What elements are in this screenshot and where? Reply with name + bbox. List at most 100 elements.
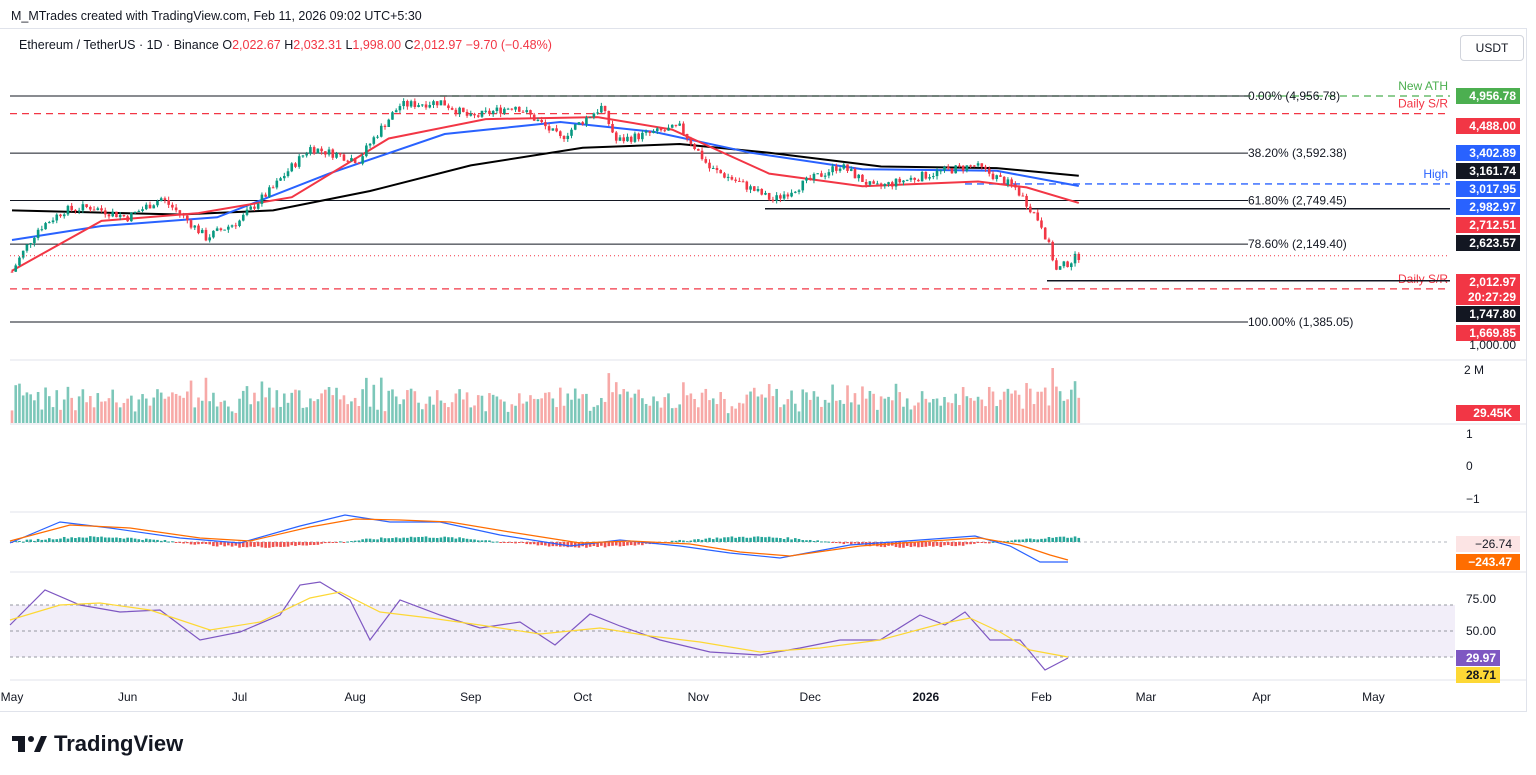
candle-body (689, 138, 693, 144)
candle-body (327, 149, 331, 155)
candle-body (126, 216, 129, 222)
volume-bar (708, 400, 711, 423)
macd-histogram-bar (107, 537, 111, 542)
price-tag-label: 2,982.97 (1469, 200, 1516, 214)
candle-body (103, 210, 107, 215)
macd-histogram-bar (596, 542, 599, 547)
volume-bar (559, 387, 562, 423)
macd-histogram-bar (607, 542, 611, 547)
candle-body (66, 205, 70, 215)
x-axis-label: May (1362, 690, 1385, 704)
candle-body (1055, 260, 1058, 270)
candle-body (454, 109, 458, 114)
candle-body (924, 171, 928, 179)
candle-body (928, 177, 931, 179)
macd-histogram-bar (987, 542, 991, 544)
volume-bar (383, 411, 387, 423)
candle-body (577, 122, 581, 125)
macd-histogram-bar (1036, 539, 1040, 542)
volume-bar (1077, 397, 1081, 423)
volume-bar (689, 393, 693, 423)
candle-body (980, 163, 984, 167)
candle-body (1014, 184, 1017, 188)
x-axis-label: Sep (460, 690, 482, 704)
volume-bar (1002, 391, 1006, 423)
macd-histogram-bar (402, 537, 405, 542)
volume-bar (1051, 368, 1054, 423)
macd-histogram-bar (320, 542, 323, 544)
macd-histogram-bar (100, 536, 103, 542)
volume-bar (421, 409, 424, 423)
macd-histogram-bar (629, 542, 633, 546)
volume-bar (290, 392, 294, 423)
macd-histogram-bar (21, 541, 25, 543)
candle-body (249, 206, 253, 210)
brand-name: TradingView (54, 731, 184, 756)
volume-bar (353, 397, 357, 423)
macd-histogram-bar (808, 539, 812, 542)
macd-histogram-bar (1058, 536, 1062, 542)
volume-bar (100, 401, 103, 423)
volume-bar (973, 400, 976, 423)
volume-bar (842, 403, 846, 423)
volume-bar (924, 398, 928, 423)
macd-histogram-bar (685, 541, 689, 543)
macd-histogram-bar (137, 539, 141, 542)
candle-body (585, 117, 588, 125)
candle-body (555, 128, 558, 132)
macd-histogram-bar (1047, 537, 1051, 542)
macd-histogram-bar (771, 537, 775, 542)
candle-body (547, 126, 551, 131)
candle-body (961, 165, 965, 171)
macd-histogram-bar (1025, 538, 1028, 542)
macd-histogram-bar (618, 542, 622, 547)
volume-bar (738, 402, 741, 423)
candle-body (1073, 253, 1077, 264)
volume-bar (469, 407, 473, 423)
volume-bar (547, 392, 551, 423)
macd-histogram-bar (126, 537, 129, 542)
macd-histogram-bar (264, 542, 267, 548)
macd-histogram-bar (775, 537, 778, 542)
candle-body (398, 106, 402, 111)
macd-histogram-bar (85, 537, 88, 542)
symbol-legend[interactable]: Ethereum / TetherUS · 1D · Binance O2,02… (19, 38, 552, 52)
volume-bar (544, 392, 547, 423)
volume-bar (316, 399, 320, 423)
macd-histogram-bar (465, 538, 469, 542)
macd-histogram-bar (1077, 537, 1081, 542)
volume-bar (398, 404, 402, 423)
volume-bar (21, 395, 25, 423)
candle-body (596, 112, 599, 114)
candle-body (1043, 227, 1047, 240)
price-tag (1456, 325, 1520, 341)
volume-bar (969, 398, 972, 423)
macd-histogram-bar (861, 542, 864, 544)
candle-body (484, 110, 488, 112)
macd-histogram-bar (439, 537, 443, 542)
macd-histogram-bar (704, 538, 708, 542)
candle-body (365, 145, 368, 157)
candle-body (48, 222, 51, 224)
candle-body (704, 159, 708, 163)
macd-histogram-bar (312, 542, 316, 546)
x-axis-label: Jul (232, 690, 247, 704)
volume-bar (678, 404, 681, 423)
macd-histogram-bar (398, 538, 402, 542)
candle-body (544, 122, 547, 127)
volume-bar (517, 393, 521, 423)
macd-histogram-bar (253, 542, 256, 547)
volume-bar (167, 396, 170, 423)
candle-body (137, 211, 141, 213)
macd-histogram-bar (227, 542, 230, 546)
rsi-value-tag (1456, 650, 1500, 666)
volume-bar (514, 405, 517, 423)
macd-histogram-bar (96, 537, 100, 542)
currency-button[interactable]: USDT (1460, 35, 1524, 61)
volume-bar (1028, 388, 1032, 423)
volume-bar (212, 392, 215, 423)
candle-body (592, 113, 596, 118)
candle-body (1070, 263, 1073, 268)
candle-body (156, 201, 159, 206)
